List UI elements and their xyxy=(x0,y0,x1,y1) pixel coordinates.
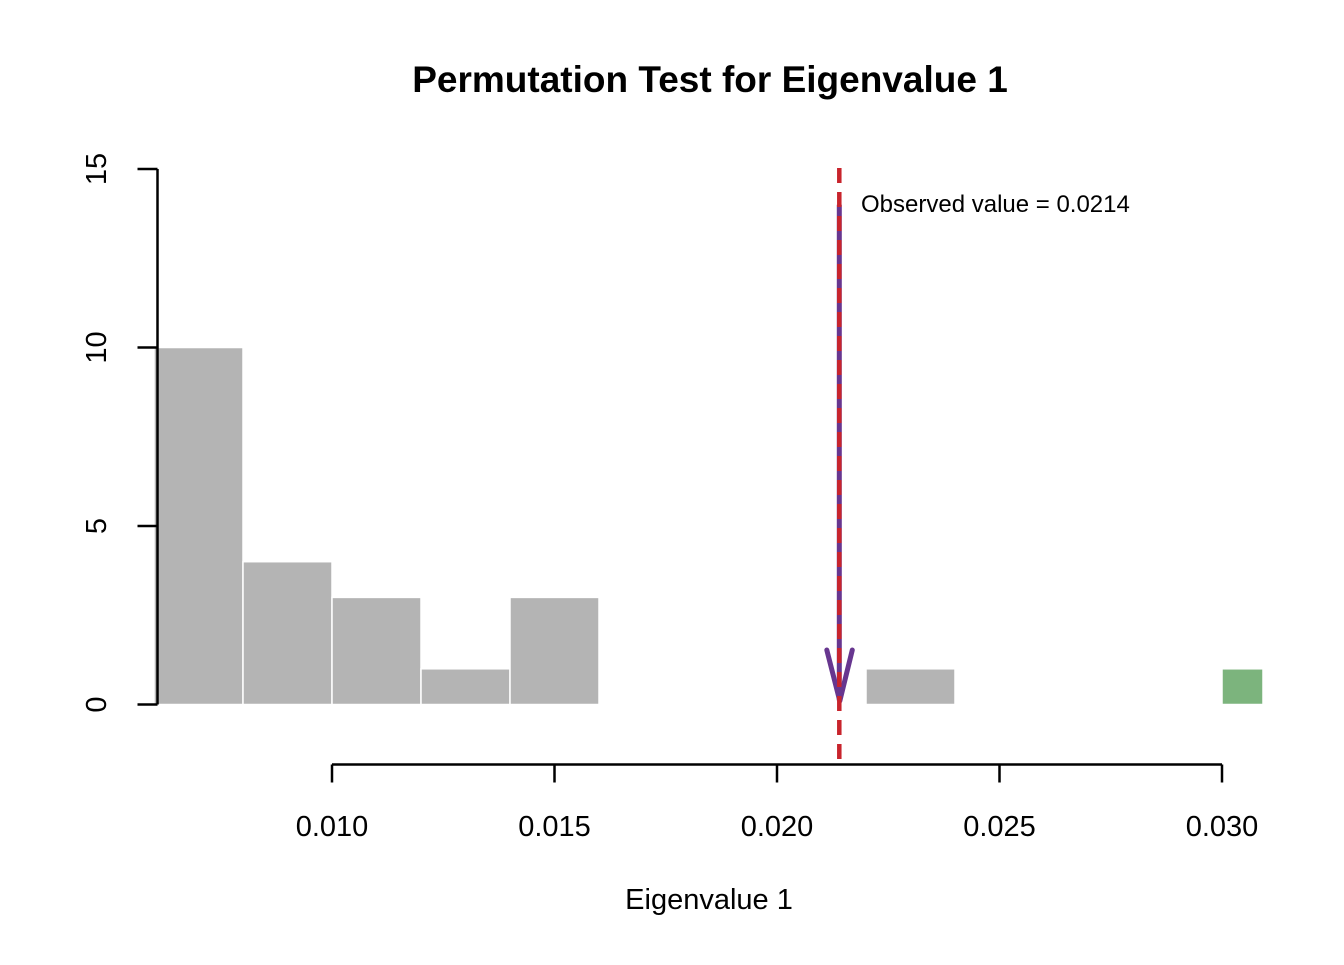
histogram-bars-layer xyxy=(153,346,1264,706)
observed-arrow-head xyxy=(824,647,855,704)
histogram-bar xyxy=(420,668,511,706)
x-tick-label: 0.020 xyxy=(741,811,814,843)
histogram-bar xyxy=(865,668,956,706)
histogram-bar-highlight xyxy=(1221,668,1264,706)
x-tick-label: 0.010 xyxy=(296,811,369,843)
x-tick-label: 0.025 xyxy=(963,811,1036,843)
y-tick-label: 0 xyxy=(81,696,113,712)
x-tick-label: 0.015 xyxy=(518,811,591,843)
observed-arrow-layer xyxy=(824,204,855,704)
histogram-bar xyxy=(242,560,333,706)
observed-value-annotation: Observed value = 0.0214 xyxy=(861,191,1130,218)
histogram-bar xyxy=(153,346,244,706)
y-tick-label: 15 xyxy=(81,153,113,185)
histogram-bar xyxy=(331,596,422,706)
axes-layer: 0.010 0.015 0.020 0.025 0.030 0 5 10 15 xyxy=(81,153,1258,843)
y-tick-label: 5 xyxy=(81,518,113,534)
x-tick-label: 0.030 xyxy=(1186,811,1259,843)
x-axis-title: Eigenvalue 1 xyxy=(625,884,793,916)
chart-title: Permutation Test for Eigenvalue 1 xyxy=(412,59,1008,100)
histogram-bar xyxy=(509,596,600,706)
y-tick-label: 10 xyxy=(81,331,113,363)
